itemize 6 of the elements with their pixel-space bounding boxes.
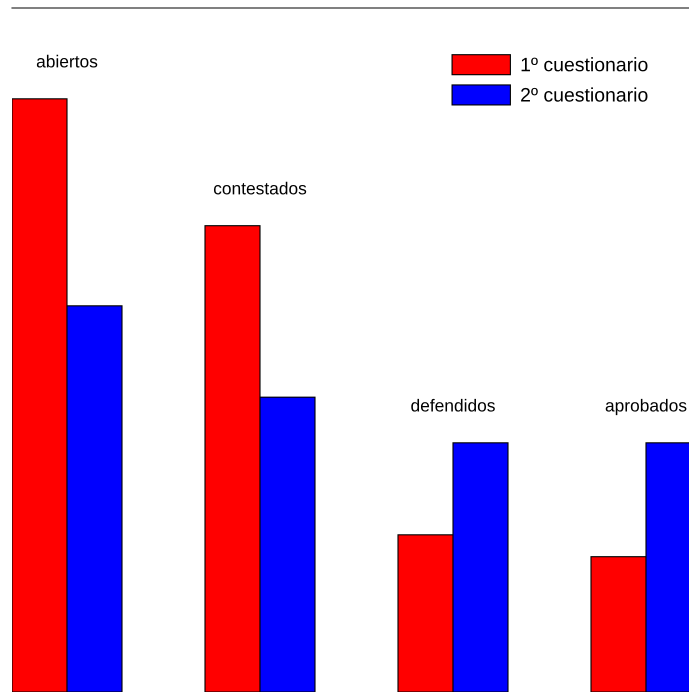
x-tick-label: contestados (214, 182, 306, 195)
legend-label: 2º cuestionario (521, 87, 648, 102)
legend-label: 1º cuestionario (522, 57, 648, 72)
x-tick-label: defendidos (411, 398, 495, 412)
x-tick-label: abiertos (36, 54, 98, 68)
x-tick-label: aprobados (606, 398, 686, 416)
